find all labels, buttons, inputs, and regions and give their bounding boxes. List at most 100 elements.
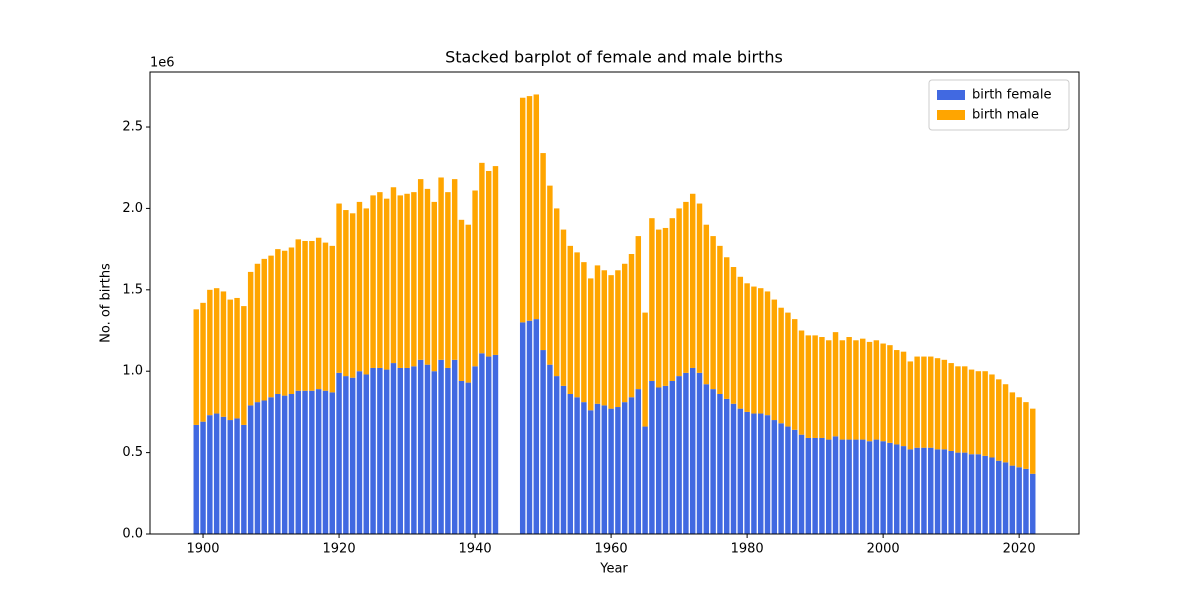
bar-segment	[1023, 468, 1029, 534]
bar-segment	[383, 369, 390, 534]
bar-segment	[213, 413, 220, 534]
bar-segment	[846, 337, 852, 440]
bar-segment	[717, 394, 723, 534]
bar-segment	[383, 198, 390, 370]
bar-segment	[792, 429, 798, 534]
bar-segment	[757, 413, 764, 534]
bar-segment	[587, 278, 594, 411]
bar-segment	[934, 358, 941, 450]
bar-segment	[363, 208, 369, 375]
bar-segment	[1002, 462, 1009, 534]
bar-segment	[540, 153, 546, 351]
x-tick-label: 1980	[731, 542, 764, 557]
bar-segment	[669, 380, 676, 534]
bar-segment	[268, 255, 274, 398]
bar-segment	[996, 379, 1002, 461]
y-tick-label: 2.0	[122, 201, 143, 216]
bar-segment	[751, 413, 757, 534]
bar-segment	[941, 449, 948, 534]
bar-segment	[213, 288, 220, 414]
bar-segment	[445, 367, 451, 534]
bar-segment	[853, 340, 859, 440]
bar-segment	[485, 356, 492, 534]
bar-segment	[696, 372, 703, 534]
bar-segment	[887, 345, 893, 443]
bar-segment	[669, 218, 676, 381]
legend-label: birth female	[972, 88, 1052, 103]
bar-segment	[907, 449, 914, 534]
bar-segment	[798, 434, 805, 534]
bar-segment	[703, 224, 710, 385]
bar-segment	[968, 454, 975, 534]
bar-segment	[860, 338, 866, 440]
bar-segment	[662, 227, 669, 386]
bar-segment	[894, 444, 900, 534]
x-tick-label: 2020	[1003, 542, 1036, 557]
axes-frame	[149, 71, 1080, 535]
bar-segment	[710, 389, 716, 534]
bar-segment	[431, 371, 437, 534]
bar-segment	[356, 371, 363, 534]
bar-segment	[975, 454, 982, 534]
x-tick-label: 1920	[323, 542, 356, 557]
bar-segment	[1016, 467, 1022, 534]
bar-segment	[764, 291, 771, 416]
bar-segment	[894, 350, 900, 445]
bar-segment	[655, 387, 662, 534]
bar-segment	[431, 201, 437, 372]
bar-segment	[241, 424, 247, 534]
bar-segment	[363, 374, 369, 534]
bar-segment	[635, 389, 642, 534]
bar-segment	[975, 371, 982, 455]
x-tick-label: 2000	[867, 542, 900, 557]
bar-segment	[948, 450, 954, 534]
bar-segment	[792, 319, 798, 430]
bar-segment	[207, 289, 213, 416]
bar-segment	[227, 299, 233, 421]
bar-segment	[445, 192, 451, 368]
bar-segment	[329, 392, 335, 534]
chart-title: Stacked barplot of female and male birth…	[445, 48, 783, 67]
bar-segment	[866, 441, 873, 534]
legend-swatch	[937, 110, 965, 120]
bar-segment	[281, 395, 288, 534]
bar-segment	[914, 447, 920, 534]
bar-segment	[771, 299, 778, 421]
bar-segment	[261, 400, 267, 534]
bar-segment	[723, 398, 730, 534]
bar-segment	[900, 351, 907, 447]
bar-segment	[390, 363, 397, 534]
bar-segment	[594, 265, 601, 404]
bar-segment	[349, 377, 356, 534]
bar-segment	[982, 455, 988, 534]
bar-segment	[826, 439, 832, 534]
bar-segment	[227, 420, 233, 534]
bar-segment	[343, 376, 349, 534]
bar-segment	[649, 218, 655, 381]
bar-segment	[914, 356, 920, 448]
bar-segment	[900, 446, 907, 534]
bar-segment	[642, 312, 648, 427]
bar-segment	[336, 203, 342, 373]
bar-segment	[955, 452, 961, 534]
bar-segment	[819, 337, 825, 438]
bar-segment	[417, 359, 424, 534]
bar-segment	[315, 389, 322, 534]
y-offset-label: 1e6	[150, 56, 175, 71]
bar-segment	[717, 245, 723, 394]
bar-segment	[533, 319, 540, 534]
bar-segment	[343, 210, 349, 377]
bar-segment	[356, 201, 363, 372]
bar-segment	[377, 192, 383, 368]
bar-segment	[866, 341, 873, 442]
bar-segment	[887, 442, 893, 534]
bar-segment	[846, 439, 852, 534]
bar-segment	[581, 402, 587, 534]
y-tick-label: 1.5	[122, 282, 143, 297]
bar-segment	[955, 366, 961, 453]
bar-segment	[1016, 397, 1022, 468]
bar-segment	[574, 397, 580, 534]
bar-segment	[757, 288, 764, 414]
bar-segment	[567, 394, 574, 534]
